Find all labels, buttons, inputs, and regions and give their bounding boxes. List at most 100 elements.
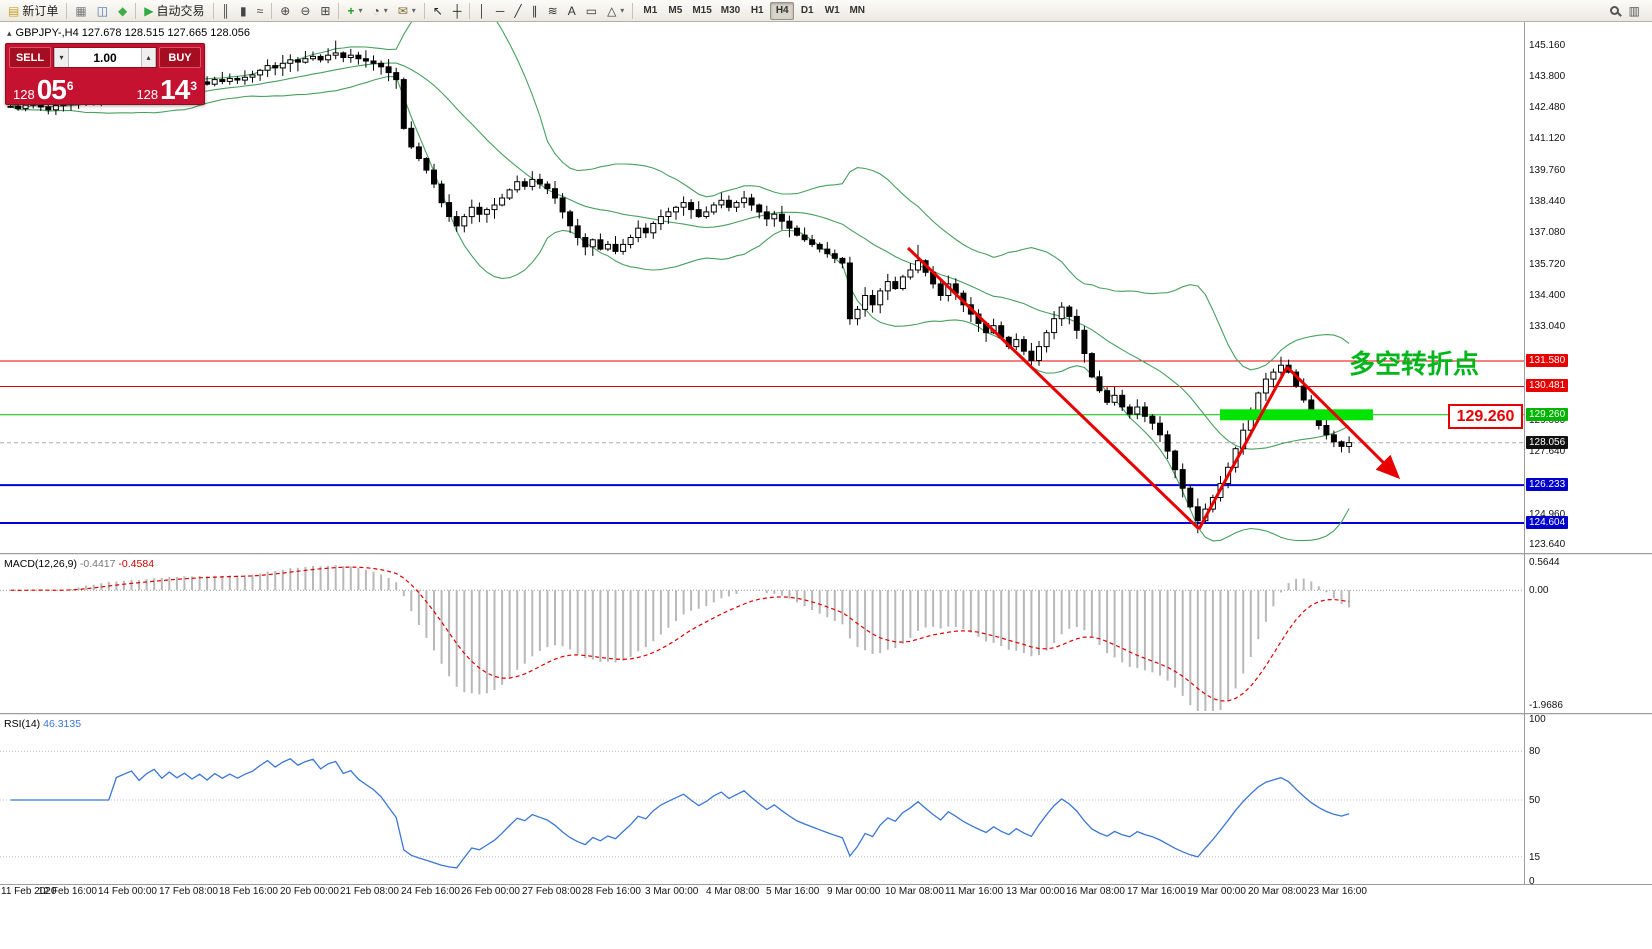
periods-icon: ◔: [372, 3, 380, 18]
profiles-button[interactable]: ◫: [92, 1, 113, 20]
volume-increase-button[interactable]: ▴: [141, 48, 156, 67]
rsi-line: [10, 758, 1350, 869]
text-button[interactable]: A: [563, 1, 581, 20]
crosshair-button[interactable]: ┼: [448, 1, 467, 20]
timeframe-h1[interactable]: H1: [750, 5, 764, 16]
date-axis-label: 17 Mar 16:00: [1127, 886, 1186, 897]
panel-separator[interactable]: [0, 553, 1652, 555]
trendline-button[interactable]: ╱: [509, 1, 526, 20]
price-axis-label: 127.640: [1529, 446, 1566, 457]
shapes-icon: △: [607, 3, 617, 18]
indicator-scale-label: 100: [1529, 714, 1546, 725]
zoom-out-icon: ⊖: [300, 3, 311, 18]
price-axis-label: 141.120: [1529, 133, 1566, 144]
layouts-button[interactable]: ▦: [70, 1, 91, 20]
cursor-icon: ↖: [432, 3, 443, 18]
price-axis-badge: 129.260: [1526, 408, 1569, 421]
macd-signal-line: [10, 566, 1350, 702]
autotrading-button-label: 自动交易: [156, 4, 205, 18]
price-axis-label: 138.440: [1529, 196, 1566, 207]
periods-button[interactable]: ◔ ▾: [367, 1, 392, 20]
buy-button[interactable]: BUY: [159, 47, 201, 68]
horizontal-line-icon: ─: [495, 3, 505, 18]
timeframe-m15[interactable]: M15: [692, 5, 712, 16]
window-list-icon: ▥: [1628, 3, 1640, 18]
zoom-in-button[interactable]: ⊕: [275, 1, 295, 20]
autotrading-button[interactable]: ▶ 自动交易: [139, 1, 209, 20]
timeframe-m5[interactable]: M5: [668, 5, 683, 16]
date-axis-label: 11 Mar 16:00: [945, 886, 1004, 897]
timeframe-d1[interactable]: D1: [800, 5, 814, 16]
cursor-button[interactable]: ↖: [428, 1, 448, 20]
toolbar-right: ▥: [1605, 1, 1645, 20]
search-button[interactable]: [1605, 1, 1624, 20]
label-button[interactable]: ▭: [581, 1, 602, 20]
new-order-icon: ▤: [8, 3, 20, 18]
sell-price-sup: 6: [66, 79, 74, 93]
rsi-indicator-panel[interactable]: [0, 715, 1524, 884]
one-click-toggle-icon[interactable]: ▴: [7, 28, 12, 38]
macd-signal-value: -0.4584: [118, 558, 155, 570]
horizontal-line-button[interactable]: ─: [491, 1, 510, 20]
toolbar-separator: [423, 2, 425, 19]
toolbar-separator: [271, 2, 273, 19]
new-order-button[interactable]: ▤ 新订单: [3, 1, 63, 20]
toolbar-separator: [212, 2, 214, 19]
templates-button[interactable]: ✉ ▾: [393, 1, 421, 20]
price-axis-label: 123.640: [1529, 539, 1566, 550]
indicators-button[interactable]: + ▾: [342, 1, 367, 20]
date-axis-label: 26 Feb 00:00: [461, 886, 520, 897]
tile-windows-button[interactable]: ⊞: [315, 1, 335, 20]
trend-arrow: [1285, 365, 1401, 480]
date-axis-label: 9 Mar 00:00: [827, 886, 881, 897]
timeframe-h4[interactable]: H4: [770, 1, 795, 20]
price-axis-label: 145.160: [1529, 40, 1566, 51]
macd-main-value: -0.4417: [79, 558, 116, 570]
timeframe-w1[interactable]: W1: [824, 5, 840, 16]
news-button[interactable]: ◆: [113, 1, 132, 20]
indicators-icon: +: [347, 3, 355, 18]
fibonacci-button[interactable]: ≋: [543, 1, 563, 20]
macd-indicator-panel[interactable]: [0, 555, 1524, 713]
candlestick-chart-button[interactable]: ▮: [235, 1, 252, 20]
one-click-trading-panel: SELL ▾ 1.00 ▴ BUY 128 05 6 128 14 3: [5, 43, 205, 105]
toolbar-separator: [338, 2, 340, 19]
channel-button[interactable]: ∥: [527, 1, 543, 20]
bar-chart-button[interactable]: ║: [217, 1, 236, 20]
buy-price[interactable]: 128 14 3: [136, 76, 197, 104]
price-axis-badge: 126.233: [1526, 478, 1569, 491]
date-axis-label: 12 Feb 16:00: [38, 886, 97, 897]
indicator-scale-label: 0.00: [1529, 585, 1549, 596]
panel-separator[interactable]: [0, 713, 1652, 715]
search-icon: [1609, 6, 1619, 15]
vertical-line-button[interactable]: │: [473, 1, 491, 20]
toolbar-separator: [66, 2, 68, 19]
main-price-chart[interactable]: [0, 22, 1524, 553]
volume-decrease-button[interactable]: ▾: [54, 48, 69, 67]
date-axis-label: 19 Mar 00:00: [1187, 886, 1246, 897]
zoom-out-button[interactable]: ⊖: [295, 1, 315, 20]
top-toolbar: ▤ 新订单 ▦ ◫ ◆ ▶ 自动交易 ║ ▮ ≈ ⊕ ⊖ ⊞ + ▾ ◔ ▾ ✉ ▾ ↖ ┼ │ ─ ╱ ∥ ≋ A ▭ △ ▾ M1 M5…: [0, 0, 1652, 22]
date-axis[interactable]: 11 Feb 2020 12 Feb 16:00 14 Feb 00:00 17 Fe…: [0, 885, 1652, 900]
volume-input[interactable]: 1.00: [93, 50, 117, 65]
price-axis-badge: 131.580: [1526, 354, 1569, 367]
bollinger-middle-band: [10, 62, 1350, 450]
sell-price-base: 128: [13, 87, 35, 102]
templates-icon: ✉: [397, 3, 408, 18]
date-axis-label: 20 Mar 08:00: [1248, 886, 1307, 897]
sell-button[interactable]: SELL: [9, 47, 51, 68]
date-axis-separator: [0, 884, 1652, 885]
window-list-button[interactable]: ▥: [1624, 1, 1645, 20]
date-axis-label: 28 Feb 16:00: [582, 886, 641, 897]
sell-price[interactable]: 128 05 6: [13, 76, 74, 104]
channel-icon: ∥: [531, 3, 538, 18]
date-axis-label: 14 Feb 00:00: [98, 886, 157, 897]
shapes-button[interactable]: △ ▾: [602, 1, 629, 20]
timeframe-mn[interactable]: MN: [849, 5, 865, 16]
indicator-scale-label: 0.5644: [1529, 557, 1560, 568]
chart-info-line: ▴ GBPJPY-,H4 127.678 128.515 127.665 128.…: [7, 27, 250, 39]
timeframe-m1[interactable]: M1: [643, 5, 658, 16]
date-axis-label: 17 Feb 08:00: [159, 886, 218, 897]
line-chart-button[interactable]: ≈: [252, 1, 269, 20]
timeframe-m30[interactable]: M30: [720, 5, 741, 16]
